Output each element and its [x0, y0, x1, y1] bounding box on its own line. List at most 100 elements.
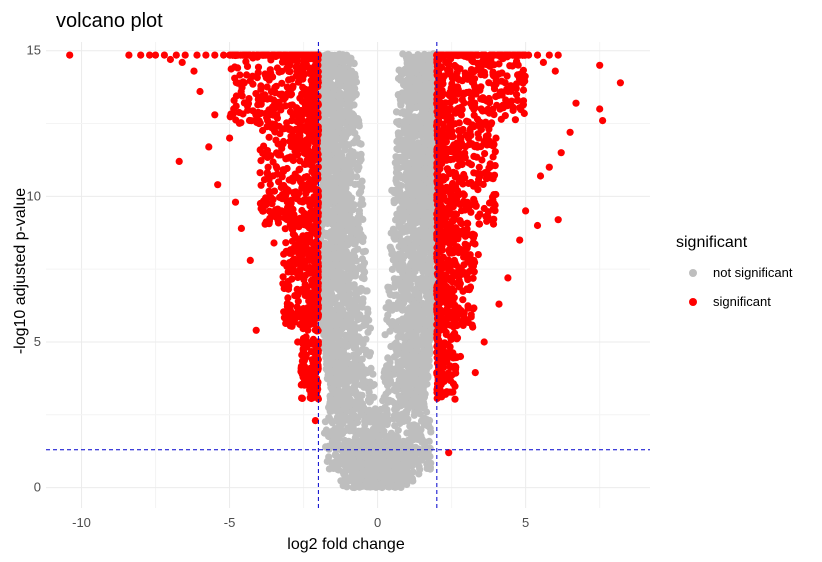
- point-not-significant: [356, 391, 364, 399]
- non-significant-points: [314, 50, 441, 492]
- point-not-significant: [415, 318, 423, 326]
- point-not-significant: [386, 291, 394, 299]
- point-not-significant: [331, 459, 339, 467]
- point-not-significant: [336, 81, 344, 89]
- point-not-significant: [408, 140, 416, 148]
- point-not-significant: [340, 163, 348, 171]
- point-not-significant: [326, 251, 334, 259]
- point-not-significant: [358, 274, 366, 282]
- point-not-significant: [400, 356, 408, 364]
- point-not-significant: [364, 455, 372, 463]
- point-not-significant: [390, 341, 399, 349]
- point-not-significant: [344, 292, 352, 300]
- point-not-significant: [346, 258, 354, 266]
- point-not-significant: [357, 199, 365, 208]
- point-not-significant: [389, 440, 397, 448]
- point-not-significant: [324, 240, 332, 248]
- point-not-significant: [416, 151, 424, 159]
- point-not-significant: [412, 434, 420, 442]
- point-not-significant: [405, 475, 413, 483]
- point-not-significant: [379, 463, 387, 471]
- point-not-significant: [349, 483, 357, 491]
- point-not-significant: [406, 324, 414, 332]
- point-significant: [282, 102, 290, 110]
- point-not-significant: [351, 303, 359, 311]
- point-not-significant: [333, 118, 341, 126]
- point-not-significant: [419, 204, 427, 212]
- point-not-significant: [411, 267, 419, 276]
- point-not-significant: [424, 232, 433, 240]
- point-significant: [272, 82, 280, 90]
- point-not-significant: [338, 183, 346, 191]
- point-not-significant: [334, 205, 342, 213]
- point-not-significant: [407, 65, 415, 73]
- point-not-significant: [408, 398, 416, 406]
- point-not-significant: [422, 82, 430, 90]
- point-not-significant: [321, 57, 329, 66]
- point-not-significant: [405, 71, 413, 79]
- point-not-significant: [395, 221, 403, 229]
- point-not-significant: [382, 304, 390, 312]
- point-not-significant: [393, 275, 401, 283]
- point-significant: [243, 102, 252, 110]
- point-not-significant: [420, 285, 428, 293]
- point-not-significant: [374, 481, 382, 489]
- point-not-significant: [419, 299, 427, 308]
- point-not-significant: [341, 192, 350, 200]
- point-not-significant: [325, 453, 333, 461]
- point-not-significant: [342, 175, 350, 183]
- point-not-significant: [344, 424, 352, 432]
- point-not-significant: [371, 405, 379, 413]
- point-not-significant: [348, 152, 356, 160]
- point-not-significant: [394, 185, 402, 193]
- point-not-significant: [352, 257, 361, 265]
- point-not-significant: [328, 263, 336, 271]
- point-not-significant: [385, 283, 393, 292]
- point-not-significant: [427, 428, 435, 436]
- point-not-significant: [344, 201, 352, 209]
- point-not-significant: [337, 421, 345, 429]
- point-not-significant: [322, 365, 330, 373]
- point-not-significant: [353, 173, 361, 181]
- point-not-significant: [359, 378, 367, 387]
- point-not-significant: [349, 250, 357, 259]
- point-not-significant: [404, 368, 412, 376]
- point-not-significant: [369, 417, 377, 425]
- point-not-significant: [403, 375, 411, 384]
- point-not-significant: [348, 336, 356, 344]
- point-not-significant: [330, 183, 338, 191]
- point-not-significant: [405, 332, 413, 340]
- point-not-significant: [332, 272, 340, 280]
- point-not-significant: [353, 312, 361, 320]
- point-not-significant: [330, 380, 338, 388]
- point-not-significant: [343, 78, 351, 86]
- point-not-significant: [404, 461, 412, 469]
- point-not-significant: [419, 112, 427, 120]
- point-not-significant: [335, 98, 344, 106]
- point-not-significant: [384, 388, 392, 396]
- point-not-significant: [359, 248, 367, 256]
- point-not-significant: [392, 387, 400, 395]
- point-not-significant: [362, 479, 371, 487]
- point-not-significant: [414, 386, 422, 395]
- point-not-significant: [423, 454, 432, 462]
- point-not-significant: [395, 171, 404, 179]
- point-not-significant: [335, 350, 343, 358]
- point-not-significant: [403, 129, 411, 137]
- point-not-significant: [426, 465, 434, 473]
- point-not-significant: [366, 397, 374, 405]
- point-not-significant: [400, 279, 408, 287]
- point-not-significant: [408, 228, 416, 236]
- point-not-significant: [350, 281, 358, 289]
- point-not-significant: [410, 300, 418, 308]
- point-not-significant: [365, 388, 373, 396]
- point-not-significant: [366, 324, 374, 332]
- point-not-significant: [381, 366, 389, 374]
- point-not-significant: [327, 295, 335, 303]
- point-not-significant: [345, 275, 353, 283]
- point-not-significant: [356, 297, 364, 305]
- point-not-significant: [424, 345, 432, 353]
- point-not-significant: [397, 329, 405, 337]
- point-not-significant: [390, 353, 398, 361]
- point-not-significant: [403, 171, 411, 179]
